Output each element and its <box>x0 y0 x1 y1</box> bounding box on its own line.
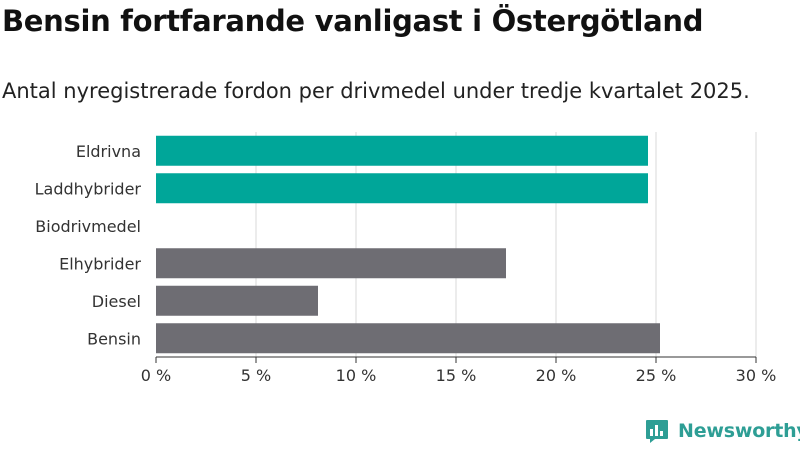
bar-elhybrider <box>156 248 506 279</box>
x-tick-label: 20 % <box>536 366 577 385</box>
chart-title: Bensin fortfarande vanligast i Östergötl… <box>2 4 704 38</box>
bar-eldrivna <box>156 135 648 166</box>
chart-subtitle: Antal nyregistrerade fordon per drivmede… <box>2 79 750 103</box>
category-label: Diesel <box>92 292 141 311</box>
category-label: Eldrivna <box>76 142 141 161</box>
bar-bensin <box>156 323 660 354</box>
category-label: Elhybrider <box>59 254 141 273</box>
x-tick-label: 10 % <box>336 366 377 385</box>
brand-logo: Newsworthy <box>644 418 800 444</box>
bar-diesel <box>156 285 318 316</box>
brand-name: Newsworthy <box>678 420 800 442</box>
category-label: Biodrivmedel <box>35 217 141 236</box>
x-tick-label: 30 % <box>736 366 777 385</box>
newsworthy-logo-icon <box>646 420 668 443</box>
x-tick-label: 5 % <box>241 366 271 385</box>
category-label: Laddhybrider <box>35 179 142 198</box>
x-tick-label: 0 % <box>141 366 171 385</box>
x-tick-label: 15 % <box>436 366 477 385</box>
x-tick-label: 25 % <box>636 366 677 385</box>
category-label: Bensin <box>87 329 141 348</box>
bar-laddhybrider <box>156 173 648 204</box>
